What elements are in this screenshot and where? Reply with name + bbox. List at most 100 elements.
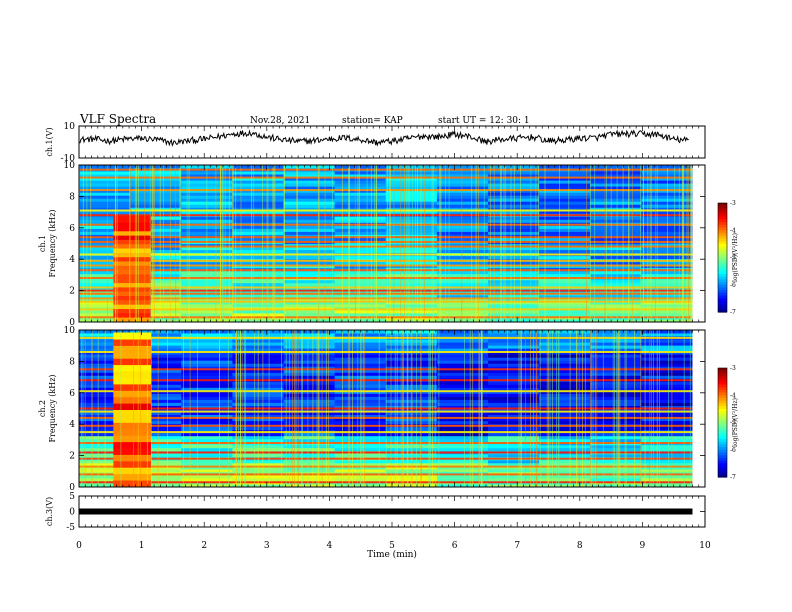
spectrogram-cell bbox=[334, 303, 387, 308]
frequency-band bbox=[79, 264, 693, 267]
y-tick-label: 10 bbox=[64, 161, 76, 171]
spectrogram-cell bbox=[283, 435, 336, 440]
spectrogram-cell bbox=[130, 249, 182, 253]
spectrogram-cell bbox=[385, 201, 438, 205]
spectrogram-cell bbox=[539, 402, 591, 406]
spectrogram-cell bbox=[590, 165, 642, 169]
spectrogram-cell bbox=[488, 474, 540, 479]
spectrogram-cell bbox=[283, 279, 336, 284]
spectrogram-cell bbox=[539, 309, 591, 314]
spectrogram-cell bbox=[232, 297, 284, 302]
spectrogram-cell bbox=[488, 294, 540, 299]
ch3-waveform-line bbox=[79, 508, 693, 515]
spectrogram-cell bbox=[539, 165, 591, 169]
colorbar-swatch bbox=[718, 224, 727, 229]
spectrogram-cell bbox=[641, 468, 693, 473]
colorbar-swatch bbox=[718, 273, 727, 278]
spectrogram-cell bbox=[334, 249, 387, 253]
spectrogram-cell bbox=[436, 297, 489, 302]
spectrogram-cell bbox=[79, 261, 131, 266]
spectrogram-cell bbox=[130, 231, 182, 235]
spectrogram-cell bbox=[590, 237, 642, 241]
spectrogram-cell bbox=[641, 342, 693, 346]
spectrogram-cell bbox=[488, 462, 540, 467]
spectrogram-cell bbox=[436, 366, 489, 370]
spectrogram-cell bbox=[130, 363, 182, 367]
spectrogram-cell bbox=[181, 393, 233, 397]
spectrogram-cell bbox=[385, 180, 438, 184]
spectrogram-cell bbox=[641, 420, 693, 425]
colorbar-tick-label: -5 bbox=[730, 255, 736, 262]
spectrogram-cell bbox=[488, 177, 540, 181]
spectrogram-cell bbox=[436, 477, 489, 482]
spectrogram-cell bbox=[232, 312, 284, 317]
spectrogram-cell bbox=[385, 282, 438, 287]
spectrogram-cell bbox=[79, 309, 131, 314]
spectrogram-cell bbox=[590, 474, 642, 479]
spectrogram-cell bbox=[181, 459, 233, 464]
spectrogram-cell bbox=[283, 261, 336, 266]
spectrogram-cell bbox=[385, 225, 438, 229]
ch1-waveform-line bbox=[79, 129, 689, 147]
spectrogram-cell bbox=[181, 432, 233, 437]
frequency-band bbox=[79, 269, 693, 272]
spectrogram-cell bbox=[130, 282, 182, 287]
spectrogram-cell bbox=[130, 360, 182, 364]
frequency-band bbox=[79, 277, 693, 279]
spectrogram-cell bbox=[539, 468, 591, 473]
spectrogram-cell bbox=[334, 246, 387, 250]
spectrogram-cell bbox=[436, 204, 489, 208]
spectrogram-cell bbox=[488, 219, 540, 223]
spectrogram-cell bbox=[590, 435, 642, 440]
ch2-spectrogram-panel: 0 2 4 6 8 10 ch.2 Frequency (kHz) bbox=[38, 326, 706, 493]
spectrogram-cell bbox=[181, 333, 233, 337]
spectrogram-cell bbox=[590, 195, 642, 199]
x-tick-label: 0 bbox=[76, 541, 82, 551]
spectrogram-cell bbox=[232, 270, 284, 275]
spectrogram-cell bbox=[436, 345, 489, 349]
spectrogram-cell bbox=[79, 195, 131, 199]
spectrogram-cell bbox=[539, 420, 591, 425]
colorbar-swatch bbox=[718, 408, 727, 413]
spectrogram-cell bbox=[488, 165, 540, 169]
spectrogram-cell bbox=[641, 462, 693, 467]
spectrogram-cell bbox=[590, 192, 642, 196]
spectrogram-cell bbox=[385, 294, 438, 299]
spectrogram-cell bbox=[334, 309, 387, 314]
spectrogram-cell bbox=[539, 234, 591, 238]
spectrogram-cell bbox=[385, 183, 438, 187]
spectrogram-cell bbox=[488, 372, 540, 376]
ch1-waveform-ylabel: ch.1(V) bbox=[45, 127, 54, 156]
spectrogram-cell bbox=[130, 186, 182, 190]
spectrogram-cell bbox=[283, 357, 336, 361]
burst-cell bbox=[113, 409, 151, 417]
spectrogram-cell bbox=[488, 414, 540, 418]
spectrogram-cell bbox=[436, 192, 489, 196]
spectrogram-cell bbox=[539, 339, 591, 343]
colorbar-tick-label: -4 bbox=[730, 227, 736, 234]
spectrogram-cell bbox=[539, 300, 591, 305]
spectrogram-cell bbox=[641, 369, 693, 373]
spectrogram-cell bbox=[181, 474, 233, 479]
spectrogram-cell bbox=[130, 165, 182, 169]
spectrogram-cell bbox=[232, 231, 284, 235]
spectrogram-cell bbox=[181, 444, 233, 449]
spectrogram-cell bbox=[590, 360, 642, 364]
burst-cell bbox=[113, 332, 151, 340]
colorbar-swatch bbox=[718, 398, 727, 402]
spectrogram-cell bbox=[232, 225, 284, 229]
spectrogram-cell bbox=[590, 420, 642, 425]
colorbar-swatch bbox=[718, 241, 727, 245]
spectrogram-cell bbox=[79, 255, 131, 260]
spectrogram-cell bbox=[590, 273, 642, 278]
spectrogram-cell bbox=[283, 234, 336, 238]
spectrogram-cell bbox=[130, 417, 182, 422]
y-tick-label: -10 bbox=[61, 154, 76, 164]
spectrogram-cell bbox=[334, 234, 387, 238]
spectrogram-cell bbox=[385, 312, 438, 317]
spectrogram-cell bbox=[334, 219, 387, 223]
spectrogram-cell bbox=[436, 462, 489, 467]
colorbar-frame bbox=[717, 367, 728, 478]
spectrogram-cell bbox=[130, 207, 182, 211]
spectrogram-cell bbox=[436, 186, 489, 190]
